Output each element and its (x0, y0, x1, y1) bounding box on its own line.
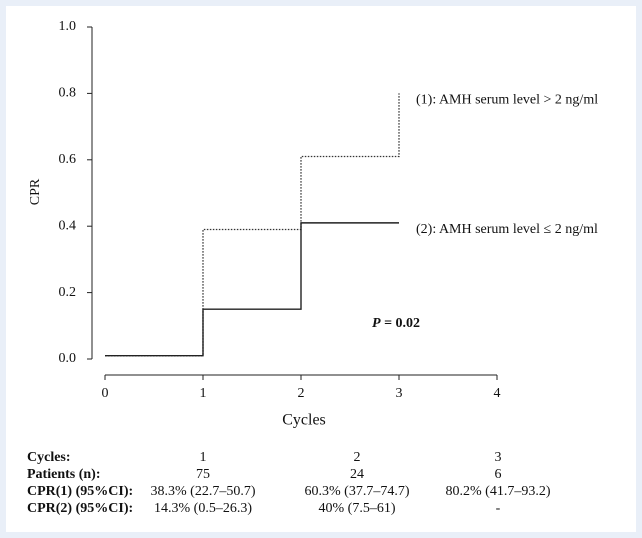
table-cell: 80.2% (41.7–93.2) (446, 484, 551, 499)
legend-label: (1): AMH serum level > 2 ng/ml (416, 93, 598, 108)
y-tick-label: 0.2 (59, 285, 77, 300)
p-symbol: P (372, 316, 381, 331)
table-cell: 75 (196, 467, 210, 482)
x-tick-label: 1 (200, 386, 207, 401)
y-tick-label: 0.8 (59, 86, 77, 101)
x-tick-label: 4 (494, 386, 501, 401)
x-tick-label: 2 (298, 386, 305, 401)
step-line (105, 222, 399, 357)
table-cell: 24 (350, 467, 364, 482)
table-cell: 3 (495, 450, 502, 465)
table-cell: 14.3% (0.5–26.3) (154, 501, 252, 516)
row-header: Patients (n): (27, 467, 101, 482)
table-cell: 60.3% (37.7–74.7) (305, 484, 410, 499)
table-cell: 38.3% (22.7–50.7) (151, 484, 256, 499)
y-tick-label: 0.0 (59, 351, 77, 366)
p-value: P = 0.02 (372, 316, 420, 331)
y-axis-label: CPR (28, 178, 43, 205)
legend-label: (2): AMH serum level ≤ 2 ng/ml (416, 222, 598, 237)
row-header: CPR(2) (95%CI): (27, 501, 133, 516)
row-header: Cycles: (27, 450, 71, 465)
y-tick-label: 0.6 (59, 152, 77, 167)
x-axis-label: Cycles (282, 412, 326, 429)
panel (6, 6, 636, 532)
x-tick-label: 0 (102, 386, 109, 401)
table-cell: - (496, 501, 501, 516)
row-header: CPR(1) (95%CI): (27, 484, 133, 499)
p-text: = 0.02 (381, 316, 420, 331)
table-cell: 2 (354, 450, 361, 465)
table-cell: 6 (495, 467, 502, 482)
table-cell: 1 (200, 450, 207, 465)
y-tick-label: 1.0 (59, 19, 77, 34)
table-cell: 40% (7.5–61) (319, 501, 396, 516)
y-tick-label: 0.4 (59, 218, 77, 233)
x-tick-label: 3 (396, 386, 403, 401)
